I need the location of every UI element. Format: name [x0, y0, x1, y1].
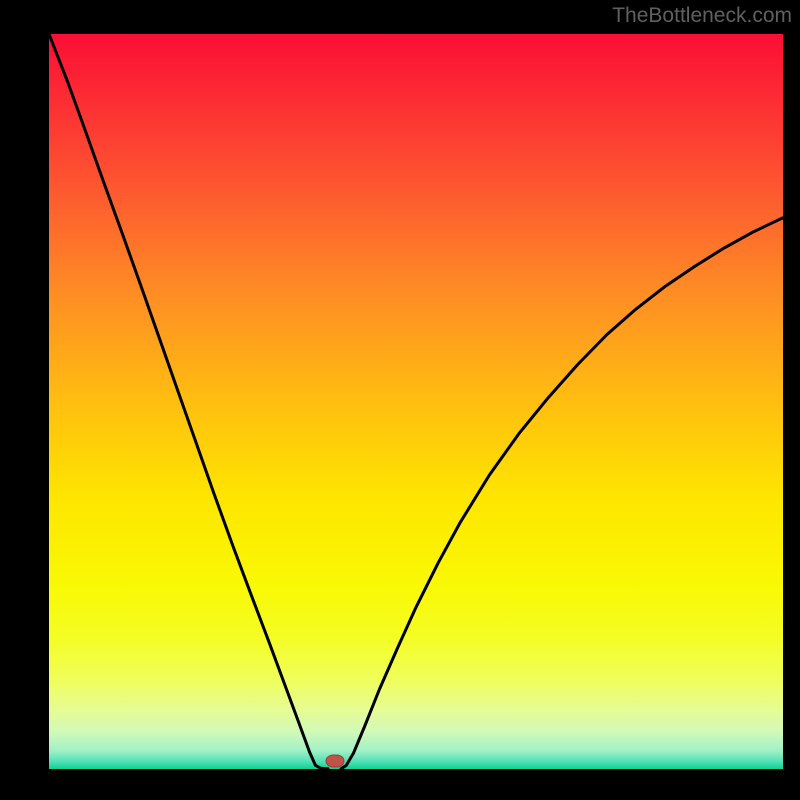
- chart-container: TheBottleneck.com: [0, 0, 800, 800]
- curve-left-branch: [49, 34, 328, 769]
- watermark-text: TheBottleneck.com: [612, 4, 792, 28]
- curve-right-branch: [341, 218, 783, 769]
- optimal-point-marker: [326, 754, 345, 767]
- bottleneck-curve: [49, 34, 783, 769]
